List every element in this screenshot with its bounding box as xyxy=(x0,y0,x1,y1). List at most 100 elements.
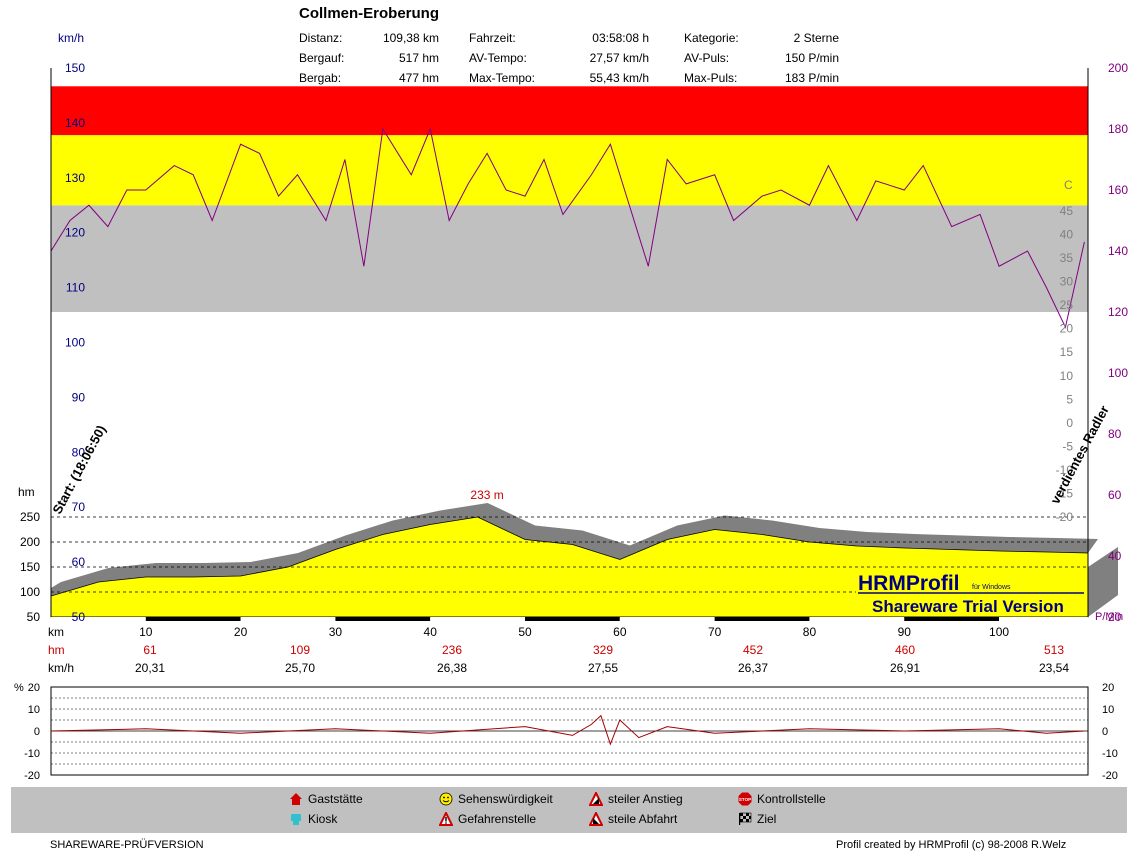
height-tick-label: 100 xyxy=(20,585,40,599)
stat-label: AV-Tempo: xyxy=(469,51,527,65)
x-tick-label: 30 xyxy=(329,625,343,639)
temp-tick-label: 20 xyxy=(1060,322,1074,336)
stat-value: 517 hm xyxy=(398,51,439,65)
x-tick-label: 10 xyxy=(139,625,153,639)
temp-tick-label: 30 xyxy=(1060,275,1074,289)
pulse-unit-label: P/Min xyxy=(1095,611,1123,623)
stat-value: 55,43 km/h xyxy=(589,71,649,85)
speed-tick-label: 80 xyxy=(72,445,86,459)
segment-hm-value: 513 xyxy=(1044,643,1064,657)
segment-hm-value: 109 xyxy=(290,643,310,657)
segment-hm-label: hm xyxy=(48,643,65,657)
pulse-tick-label: 160 xyxy=(1108,183,1128,197)
stat-value: 150 P/min xyxy=(784,51,839,65)
x-tick-label: 80 xyxy=(803,625,817,639)
segment-hm-value: 329 xyxy=(593,643,613,657)
height-tick-label: 200 xyxy=(20,535,40,549)
stat-label: Kategorie: xyxy=(684,31,739,45)
grade-tick-label-right: -10 xyxy=(1102,748,1118,760)
legend-item: steiler Anstieg xyxy=(588,790,683,806)
stat-label: Distanz: xyxy=(299,31,343,45)
legend-item: Gefahrenstelle xyxy=(438,810,536,826)
pulse-tick-label: 140 xyxy=(1108,244,1128,258)
stat-value: 109,38 km xyxy=(382,31,439,45)
height-tick-label: 150 xyxy=(20,560,40,574)
temp-tick-label: -5 xyxy=(1062,439,1073,453)
height-unit-label: hm xyxy=(18,485,35,499)
grade-chart: 20 20 10 10 0 0 -10 -10 -20 -20% xyxy=(14,682,1118,782)
chart-title: Collmen-Eroberung xyxy=(299,5,440,22)
temp-tick-label: -20 xyxy=(1056,510,1074,524)
stat-value: 03:58:08 h xyxy=(592,31,649,45)
distance-band xyxy=(809,617,905,621)
grade-tick-label-right: 20 xyxy=(1102,682,1114,694)
x-tick-label: 90 xyxy=(898,625,912,639)
legend-item: Kiosk xyxy=(289,812,337,826)
danger-icon xyxy=(438,810,454,826)
height-3d-side xyxy=(1088,547,1118,617)
stat-label: Max-Puls: xyxy=(684,71,738,85)
segment-kmh-value: 27,55 xyxy=(588,661,618,675)
grade-tick-label-right: -20 xyxy=(1102,770,1118,782)
finish-annotation: verdientes Radler xyxy=(1047,403,1111,506)
segment-kmh-value: 20,31 xyxy=(135,661,165,675)
footer-right: Profil created by HRMProfil (c) 98-2008 … xyxy=(836,839,1067,851)
legend-item: STOP Kontrollstelle xyxy=(738,792,826,806)
sight-icon xyxy=(439,792,453,806)
segment-hm-value: 452 xyxy=(743,643,763,657)
pulse-tick-label: 100 xyxy=(1108,366,1128,380)
temp-tick-label: 10 xyxy=(1060,369,1074,383)
segment-kmh-value: 26,38 xyxy=(437,661,467,675)
pulse-tick-label: 120 xyxy=(1108,305,1128,319)
distance-band xyxy=(145,617,241,621)
x-tick-label: 20 xyxy=(234,625,248,639)
temp-tick-label: 45 xyxy=(1060,204,1074,218)
pulse-line xyxy=(50,127,1085,329)
distance-band xyxy=(904,617,1000,621)
stat-label: Bergab: xyxy=(299,71,342,85)
legend-item: Ziel xyxy=(738,812,776,826)
stop-icon: STOP xyxy=(738,792,752,806)
svg-text:STOP: STOP xyxy=(739,797,751,802)
distance-band xyxy=(619,617,715,621)
pulse-zone-band xyxy=(51,135,1088,206)
speed-tick-label: 140 xyxy=(65,116,85,130)
x-tick-label: 60 xyxy=(613,625,627,639)
watermark-sub: für Windows xyxy=(972,584,1011,591)
height-tick-label: 250 xyxy=(20,510,40,524)
temp-tick-label: 15 xyxy=(1060,345,1074,359)
segment-kmh-value: 25,70 xyxy=(285,661,315,675)
descent-icon xyxy=(588,810,604,826)
distance-band xyxy=(714,617,810,621)
distance-band xyxy=(999,617,1088,621)
segment-hm-value: 236 xyxy=(442,643,462,657)
pulse-zone-band xyxy=(51,86,1088,136)
max-height-annotation: 233 m xyxy=(470,488,503,502)
stat-label: Bergauf: xyxy=(299,51,345,65)
grade-tick-label-right: 10 xyxy=(1102,704,1114,716)
kiosk-icon xyxy=(289,812,303,826)
distance-band xyxy=(335,617,431,621)
finish-flag-icon xyxy=(738,812,752,826)
segment-kmh-value: 26,37 xyxy=(738,661,768,675)
stat-value: 27,57 km/h xyxy=(589,51,649,65)
grade-line xyxy=(50,714,1085,746)
speed-tick-label: 120 xyxy=(65,226,85,240)
stat-label: AV-Puls: xyxy=(684,51,730,65)
legend-item: Sehenswürdigkeit xyxy=(439,792,553,806)
grade-unit-label: % xyxy=(14,682,24,694)
temp-tick-label: 0 xyxy=(1066,416,1073,430)
speed-tick-label: 150 xyxy=(65,61,85,75)
segment-kmh-label: km/h xyxy=(48,661,74,675)
speed-unit-label: km/h xyxy=(58,31,84,45)
pulse-tick-label: 40 xyxy=(1108,549,1122,563)
watermark-note: Shareware Trial Version xyxy=(872,597,1064,616)
speed-tick-label: 60 xyxy=(72,555,86,569)
segment-hm-value: 61 xyxy=(143,643,157,657)
speed-tick-label: 110 xyxy=(66,281,85,295)
pulse-tick-label: 60 xyxy=(1108,488,1122,502)
grade-tick-label-left: -10 xyxy=(24,748,40,760)
watermark-brand: HRMProfil xyxy=(858,572,960,595)
stat-label: Fahrzeit: xyxy=(469,31,516,45)
climb-icon xyxy=(588,790,604,806)
